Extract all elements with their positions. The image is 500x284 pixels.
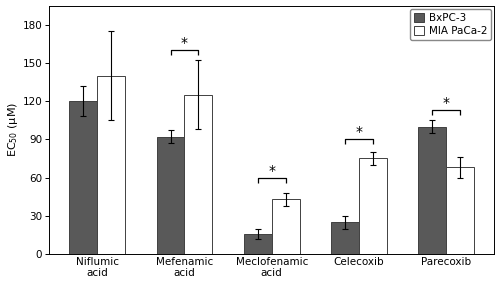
Bar [70, 101, 97, 254]
Legend: BxPC-3, MIA PaCa-2: BxPC-3, MIA PaCa-2 [410, 9, 492, 40]
Text: *: * [356, 125, 362, 139]
Text: *: * [268, 164, 275, 178]
Bar [418, 127, 446, 254]
Text: *: * [181, 36, 188, 50]
Text: *: * [443, 96, 450, 110]
Bar [272, 199, 299, 254]
Bar [446, 167, 474, 254]
Bar [97, 76, 125, 254]
Y-axis label: EC$_{50}$ (μM): EC$_{50}$ (μM) [6, 102, 20, 157]
Bar [244, 234, 272, 254]
Bar [184, 95, 212, 254]
Bar [331, 222, 359, 254]
Bar [156, 137, 184, 254]
Bar [359, 158, 387, 254]
